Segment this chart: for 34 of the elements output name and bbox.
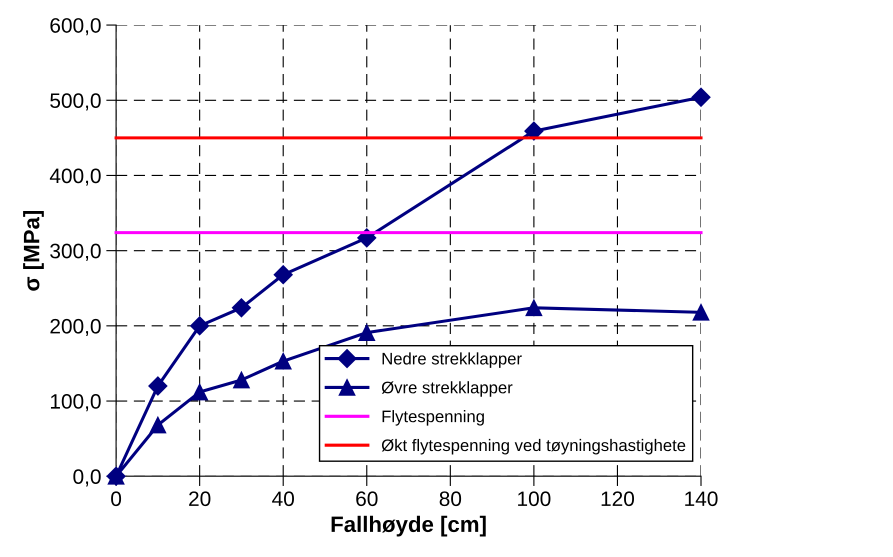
point	[274, 265, 293, 284]
point	[524, 122, 544, 141]
point	[232, 298, 251, 318]
point	[233, 372, 250, 388]
point	[191, 384, 208, 400]
point	[691, 88, 711, 107]
legend-label: Økt flytespenning ved tøyningshastighete	[382, 438, 686, 454]
x-tick-label: 40	[272, 491, 294, 506]
y-tick-label: 500,0	[50, 93, 101, 110]
legend-label: Øvre strekklapper	[382, 381, 512, 397]
x-tick-label: 0	[111, 491, 122, 506]
point	[274, 352, 292, 370]
legend-label: Nedre strekklapper	[382, 352, 522, 368]
x-tick-label: 140	[685, 491, 718, 506]
point	[148, 376, 168, 396]
y-tick-label: 400,0	[50, 168, 101, 186]
point	[150, 416, 166, 434]
point	[358, 324, 376, 341]
y-axis-title: σ [MPa]	[23, 210, 44, 291]
y-tick-label: 300,0	[50, 244, 101, 261]
x-tick-label: 100	[518, 491, 550, 506]
y-tick-label: 0,0	[73, 469, 101, 486]
x-tick-label: 60	[356, 491, 378, 506]
y-tick-label: 200,0	[50, 318, 101, 336]
x-tick-label: 120	[602, 491, 634, 506]
x-tick-label: 80	[440, 491, 462, 506]
point	[190, 316, 210, 336]
point	[692, 304, 710, 321]
point	[526, 299, 542, 316]
y-tick-label: 600,0	[50, 18, 101, 36]
x-tick-label: 20	[189, 491, 210, 506]
legend-label: Flytespenning	[382, 410, 484, 426]
y-tick-label: 100,0	[50, 394, 101, 412]
x-axis-title: Fallhøyde [cm]	[332, 516, 486, 537]
